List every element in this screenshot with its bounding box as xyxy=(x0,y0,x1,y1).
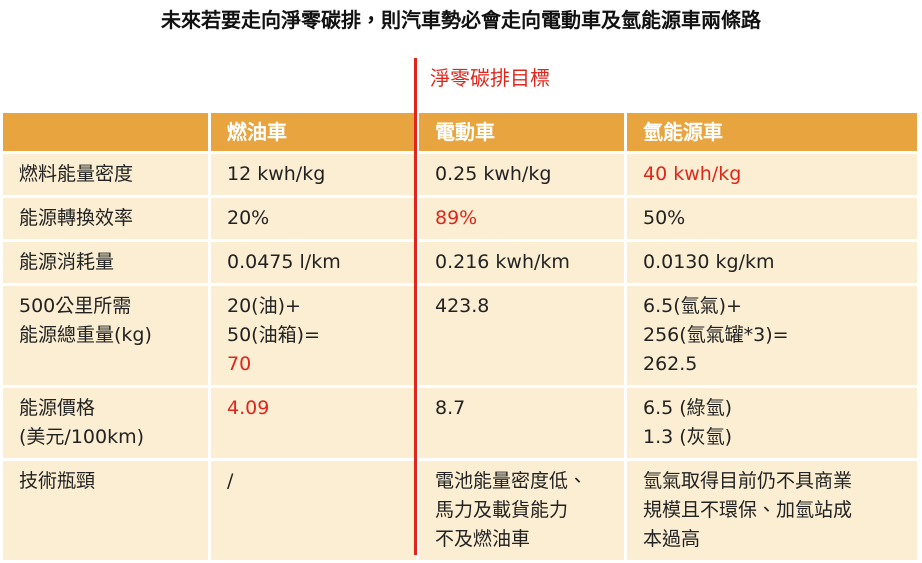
row-label: 能源轉換效率 xyxy=(3,198,208,239)
table-cell: 0.216 kwh/km xyxy=(419,242,624,283)
cell-line: 12 kwh/kg xyxy=(227,163,326,185)
table-body: 燃料能量密度 12 kwh/kg 0.25 kwh/kg 40 kwh/kg 能源轉換效… xyxy=(3,154,917,560)
cell-line: / xyxy=(227,470,234,492)
cell-line: 燃料能量密度 xyxy=(19,163,134,185)
column-header: 燃油車 xyxy=(211,113,416,151)
table-cell: 6.5 (綠氫) 1.3 (灰氫) xyxy=(627,388,917,458)
cell-line: 0.0130 kg/km xyxy=(643,251,775,273)
cell-line: 氫氣取得目前仍不具商業 xyxy=(643,470,853,492)
header-cell xyxy=(3,113,208,151)
cell-line: 20(油)+ xyxy=(227,295,301,317)
cell-line: 6.5(氫氣)+ xyxy=(643,295,742,317)
table-row: 能源消耗量 0.0475 l/km 0.216 kwh/km 0.0130 kg/km xyxy=(3,242,917,283)
cell-line: 50% xyxy=(643,207,686,229)
table-row: 燃料能量密度 12 kwh/kg 0.25 kwh/kg 40 kwh/kg xyxy=(3,154,917,195)
row-label: 能源消耗量 xyxy=(3,242,208,283)
goal-line xyxy=(414,58,417,555)
cell-line: 0.216 kwh/km xyxy=(435,251,570,273)
cell-line: 馬力及載貨能力 xyxy=(435,499,569,521)
cell-line: 本過高 xyxy=(643,528,701,550)
cell-line: 能源價格 xyxy=(19,397,96,419)
row-label: 能源價格 (美元/100km) xyxy=(3,388,208,458)
cell-line: 能源消耗量 xyxy=(19,251,115,273)
cell-line: 規模且不環保、加氫站成 xyxy=(643,499,853,521)
cell-line: 1.3 (灰氫) xyxy=(643,426,733,448)
table-cell: 0.0475 l/km xyxy=(211,242,416,283)
cell-line: 0.25 kwh/kg xyxy=(435,163,552,185)
cell-line: 70 xyxy=(227,353,252,375)
table-row: 500公里所需 能源總重量(kg) 20(油)+ 50(油箱)= 70 423.8 6.5(… xyxy=(3,286,917,385)
table-cell: 40 kwh/kg xyxy=(627,154,917,195)
row-label: 技術瓶頸 xyxy=(3,461,208,560)
table-cell: 8.7 xyxy=(419,388,624,458)
table-cell: 0.25 kwh/kg xyxy=(419,154,624,195)
cell-line: 能源總重量(kg) xyxy=(19,324,152,346)
title: 未來若要走向淨零碳排，則汽車勢必會走向電動車及氫能源車兩條路 xyxy=(161,8,761,32)
column-header: 電動車 xyxy=(419,113,624,151)
column-header: 氫能源車 xyxy=(627,113,917,151)
row-label: 500公里所需 能源總重量(kg) xyxy=(3,286,208,385)
cell-line: 技術瓶頸 xyxy=(19,470,96,492)
table-cell: 12 kwh/kg xyxy=(211,154,416,195)
table-cell: 20% xyxy=(211,198,416,239)
table-cell: 4.09 xyxy=(211,388,416,458)
cell-line: 50(油箱)= xyxy=(227,324,320,346)
goal-label: 淨零碳排目標 xyxy=(430,66,550,90)
cell-line: (美元/100km) xyxy=(19,426,145,448)
table-cell: 89% xyxy=(419,198,624,239)
table-cell: 0.0130 kg/km xyxy=(627,242,917,283)
cell-line: 40 kwh/kg xyxy=(643,163,742,185)
row-label: 燃料能量密度 xyxy=(3,154,208,195)
comparison-table: 燃油車 電動車 氫能源車 燃料能量密度 12 kwh/kg 0.25 kwh/kg 40 … xyxy=(0,110,920,563)
header-row: 燃油車 電動車 氫能源車 xyxy=(3,113,917,151)
cell-line: 4.09 xyxy=(227,397,270,419)
table-cell: 423.8 xyxy=(419,286,624,385)
table-row: 能源轉換效率 20% 89% 50% xyxy=(3,198,917,239)
table-cell: 6.5(氫氣)+ 256(氫氣罐*3)= 262.5 xyxy=(627,286,917,385)
cell-line: 20% xyxy=(227,207,270,229)
table-row: 能源價格 (美元/100km) 4.09 8.7 6.5 (綠氫) 1.3 (灰氫) xyxy=(3,388,917,458)
table-cell: / xyxy=(211,461,416,560)
table-cell: 20(油)+ 50(油箱)= 70 xyxy=(211,286,416,385)
cell-line: 500公里所需 xyxy=(19,295,132,317)
cell-line: 262.5 xyxy=(643,353,698,375)
cell-line: 0.0475 l/km xyxy=(227,251,341,273)
table-row: 技術瓶頸 / 電池能量密度低、 馬力及載貨能力 不及燃油車 氫氣取得目前仍不具商業 規模且不… xyxy=(3,461,917,560)
cell-line: 256(氫氣罐*3)= xyxy=(643,324,789,346)
cell-line: 不及燃油車 xyxy=(435,528,531,550)
cell-line: 423.8 xyxy=(435,295,490,317)
cell-line: 8.7 xyxy=(435,397,466,419)
cell-line: 電池能量密度低、 xyxy=(435,470,588,492)
table-cell: 50% xyxy=(627,198,917,239)
cell-line: 6.5 (綠氫) xyxy=(643,397,733,419)
table-cell: 氫氣取得目前仍不具商業 規模且不環保、加氫站成 本過高 xyxy=(627,461,917,560)
cell-line: 89% xyxy=(435,207,478,229)
table-cell: 電池能量密度低、 馬力及載貨能力 不及燃油車 xyxy=(419,461,624,560)
cell-line: 能源轉換效率 xyxy=(19,207,134,229)
